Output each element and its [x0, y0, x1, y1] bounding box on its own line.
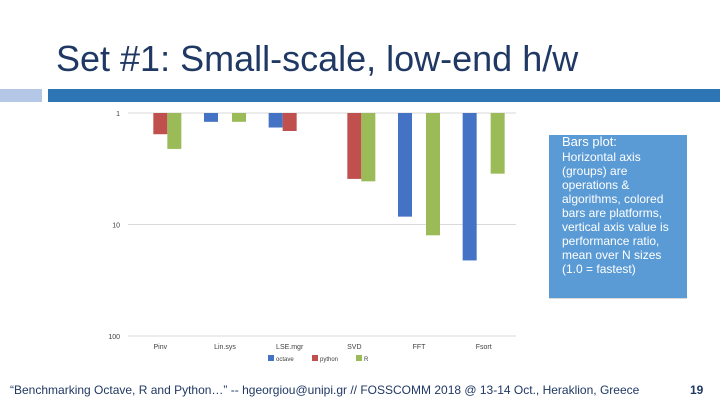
category-label: FFT: [413, 344, 427, 351]
y-tick-label: 1: [116, 111, 120, 118]
category-label: Lin.sys: [214, 344, 236, 351]
category-label: LSE.mgr: [276, 344, 304, 351]
note-title: Bars plot:: [562, 135, 617, 149]
bar-R-Lin.sys: [232, 113, 246, 122]
bar-octave-LSE.mgr: [268, 113, 283, 128]
bar-R-Pinv: [167, 113, 182, 149]
bar-python-LSE.mgr: [282, 113, 297, 131]
bar-python-Pinv: [153, 113, 168, 135]
legend-swatch-octave: [268, 355, 274, 361]
legend-label-python: python: [320, 357, 338, 363]
slide-footer: “Benchmarking Octave, R and Python…” -- …: [10, 383, 640, 397]
bar-octave-Fsort: [462, 113, 477, 261]
y-tick-label: 10: [112, 223, 120, 230]
y-tick-label: 100: [108, 334, 120, 341]
legend-swatch-R: [356, 355, 362, 361]
bar-R-Fsort: [490, 113, 505, 174]
bar-R-FFT: [426, 113, 440, 236]
category-label: Fsort: [476, 344, 492, 351]
bar-python-SVD: [347, 113, 362, 179]
bar-R-SVD: [361, 113, 376, 182]
bar-octave-FFT: [398, 113, 412, 217]
legend-swatch-python: [312, 355, 318, 361]
legend-label-octave: octave: [276, 357, 294, 363]
category-label: SVD: [347, 344, 361, 351]
note-divider: [549, 298, 687, 299]
note-box: Bars plot: Horizontal axis (groups) are …: [549, 135, 687, 299]
category-label: Pinv: [154, 344, 168, 351]
title-band-left: [0, 89, 42, 102]
title-band-right: [48, 89, 720, 102]
slide-title: Set #1: Small-scale, low-end h/w: [56, 38, 579, 79]
bar-chart: 1 10 100 Pinv Lin.sys LSE.mgr SVD FFT Fsort oct…: [108, 111, 516, 363]
note-body: Horizontal axis (groups) are operations …: [562, 150, 669, 276]
page-number: 19: [690, 383, 704, 397]
bar-octave-Lin.sys: [204, 113, 218, 122]
legend-label-R: R: [364, 357, 369, 363]
